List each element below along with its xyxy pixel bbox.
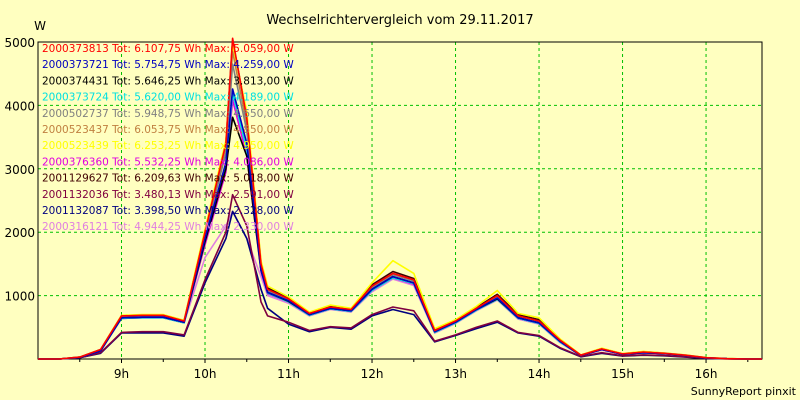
legend-entry: 2000373724 Tot: 5.620,00 Wh Max: 4.189,0… (42, 92, 294, 104)
series-line (38, 116, 762, 360)
y-tick-label: 1000 (4, 290, 35, 304)
y-tick-label: 4000 (4, 99, 35, 113)
legend-entry: 2000376360 Tot: 5.532,25 Wh Max: 4.086,0… (42, 156, 294, 168)
legend-entry: 2000502737 Tot: 5.948,75 Wh Max: 4.650,0… (42, 108, 294, 120)
y-axis-label: W (34, 19, 46, 33)
y-tick-label: 2000 (4, 226, 35, 240)
legend-entry: 2000523437 Tot: 6.053,75 Wh Max: 4.850,0… (42, 124, 294, 136)
x-tick-label: 14h (528, 367, 551, 381)
legend-entry: 2001132087 Tot: 3.398,50 Wh Max: 2.328,0… (42, 205, 294, 217)
legend-entry: 2000316121 Tot: 4.944,25 Wh Max: 2.330,0… (42, 221, 294, 233)
series-line (38, 210, 762, 360)
legend: 2000373813 Tot: 6.107,75 Wh Max: 5.059,0… (42, 43, 294, 233)
x-tick-label: 15h (611, 367, 634, 381)
x-tick-label: 9h (114, 367, 129, 381)
series-line (38, 210, 762, 360)
series-line (38, 193, 762, 360)
legend-entry: 2001129627 Tot: 6.209,63 Wh Max: 5.018,0… (42, 173, 294, 185)
legend-entry: 2000373813 Tot: 6.107,75 Wh Max: 5.059,0… (42, 43, 294, 55)
y-tick-label: 3000 (4, 163, 35, 177)
series-line (38, 37, 762, 360)
x-tick-label: 10h (194, 367, 217, 381)
footer-credit: SunnyReport pinxit (691, 385, 797, 398)
x-tick-label: 16h (695, 367, 718, 381)
legend-entry: 2000523439 Tot: 6.253,25 Wh Max: 4.950,0… (42, 140, 294, 152)
x-tick-label: 11h (277, 367, 300, 381)
legend-entry: 2001132036 Tot: 3.480,13 Wh Max: 2.591,0… (42, 189, 294, 201)
legend-entry: 2000374431 Tot: 5.646,25 Wh Max: 3.813,0… (42, 75, 294, 87)
chart-title: Wechselrichtervergleich vom 29.11.2017 (266, 13, 533, 28)
series-group (38, 37, 762, 360)
x-tick-label: 12h (361, 367, 384, 381)
legend-entry: 2000373721 Tot: 5.754,75 Wh Max: 4.259,0… (42, 59, 294, 71)
x-tick-label: 13h (444, 367, 467, 381)
y-tick-label: 5000 (4, 36, 35, 50)
axes: 1000 2000 3000 4000 5000 9h 10h 11h 12h 13h 14h 15h… (4, 36, 763, 381)
plot-frame (37, 41, 763, 360)
